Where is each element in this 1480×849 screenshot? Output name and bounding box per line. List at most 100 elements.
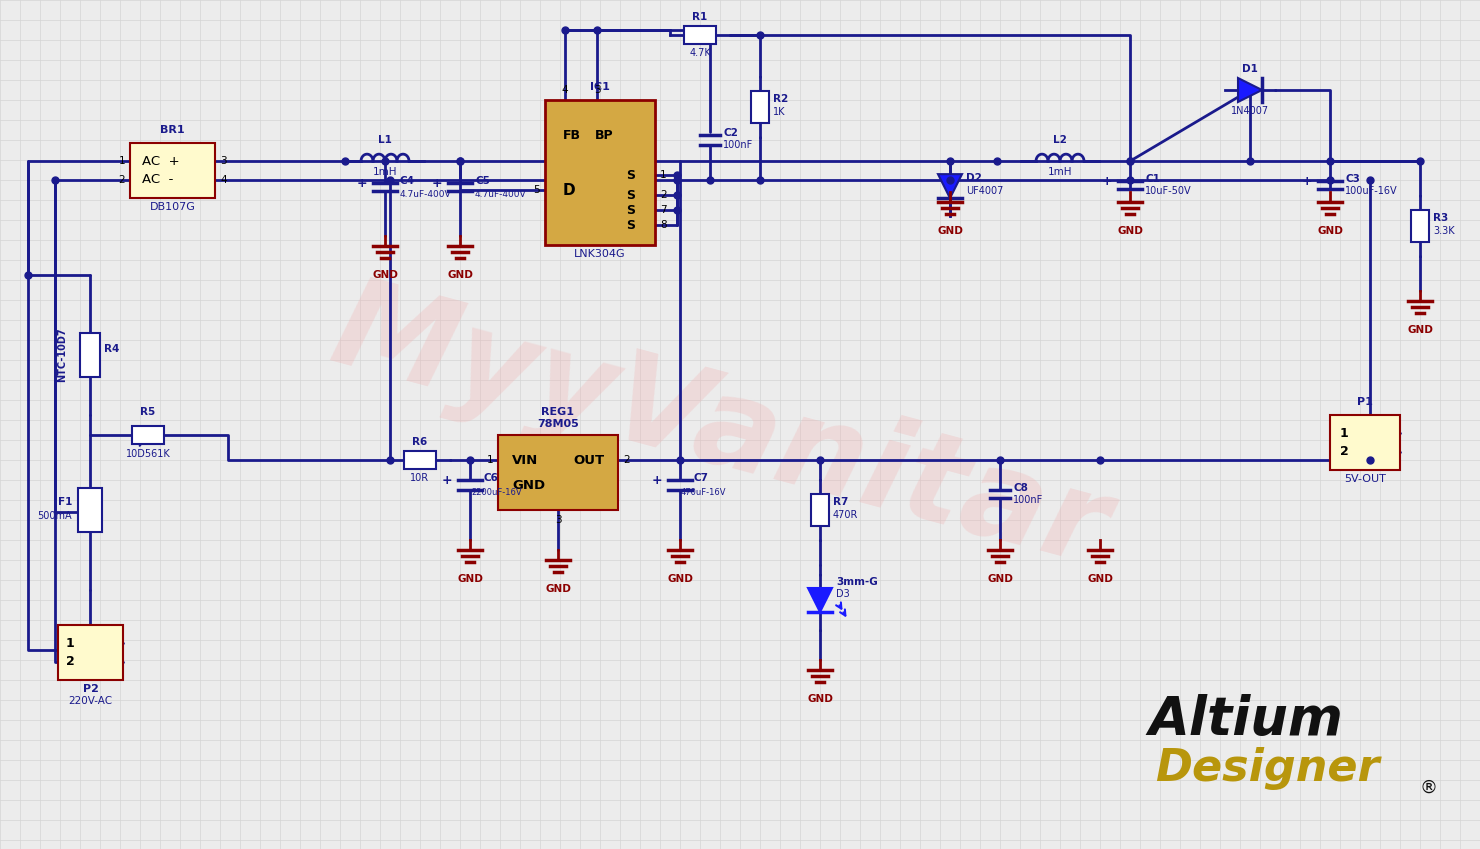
Text: GND: GND (937, 226, 963, 236)
Text: +: + (651, 474, 662, 486)
Text: Designer: Designer (1154, 746, 1379, 790)
Bar (404, 451, 437, 469)
Text: P2: P2 (83, 684, 99, 694)
Text: D3: D3 (836, 589, 850, 599)
Text: 1: 1 (118, 156, 124, 166)
Text: GND: GND (1088, 574, 1113, 584)
Text: 100nF: 100nF (1012, 495, 1043, 505)
Text: IC1: IC1 (591, 82, 610, 92)
Text: LNK304G: LNK304G (574, 249, 626, 259)
Text: C1: C1 (1146, 174, 1160, 184)
Text: GND: GND (1407, 325, 1433, 335)
Text: R7: R7 (833, 497, 848, 507)
Bar (58, 625, 123, 680)
Text: 1mH: 1mH (1048, 167, 1072, 177)
Text: 100uF-16V: 100uF-16V (1345, 186, 1397, 196)
Text: C3: C3 (1345, 174, 1360, 184)
Text: +: + (441, 474, 451, 486)
Text: P1: P1 (1357, 397, 1373, 407)
Text: GND: GND (512, 479, 545, 492)
Text: 5: 5 (533, 185, 540, 195)
Bar (1410, 211, 1430, 242)
Bar (750, 92, 770, 123)
Text: 470R: 470R (833, 510, 858, 520)
Text: R6: R6 (413, 437, 428, 447)
Text: R5: R5 (141, 407, 155, 417)
Bar (78, 488, 102, 532)
Text: 1mH: 1mH (373, 167, 397, 177)
Text: +: + (431, 177, 443, 189)
Text: 2: 2 (1339, 446, 1348, 458)
Text: 1: 1 (67, 637, 75, 649)
Text: BR1: BR1 (160, 125, 185, 135)
Text: S: S (626, 188, 635, 201)
Text: 5V-OUT: 5V-OUT (1344, 474, 1385, 484)
Text: F1: F1 (58, 497, 73, 507)
Text: GND: GND (457, 574, 482, 584)
Text: 2200uF-16V: 2200uF-16V (471, 487, 521, 497)
Bar (811, 494, 829, 526)
Text: 3: 3 (555, 515, 561, 525)
Text: S: S (626, 204, 635, 216)
Text: BP: BP (595, 128, 614, 142)
Polygon shape (938, 174, 962, 198)
Text: C2: C2 (724, 128, 739, 138)
Text: R3: R3 (1433, 213, 1449, 223)
Bar (684, 26, 716, 44)
Text: 1N4007: 1N4007 (1231, 106, 1268, 116)
Text: 4: 4 (221, 175, 226, 185)
Text: C8: C8 (1012, 483, 1029, 493)
Text: D: D (562, 183, 576, 198)
Text: 10D561K: 10D561K (126, 449, 170, 459)
Text: 4.7K: 4.7K (690, 48, 710, 58)
Text: 8: 8 (660, 220, 666, 230)
Text: 4: 4 (562, 85, 568, 95)
Text: ®: ® (1419, 779, 1439, 797)
Polygon shape (808, 588, 832, 612)
Bar (80, 333, 101, 377)
Text: C6: C6 (482, 473, 497, 483)
Text: 7: 7 (660, 205, 666, 215)
Text: +: + (357, 177, 367, 189)
Text: D2: D2 (966, 173, 981, 183)
Text: 78M05: 78M05 (537, 419, 579, 429)
Text: NTC-10D7: NTC-10D7 (58, 328, 67, 382)
Text: 3: 3 (221, 156, 226, 166)
Text: C7: C7 (693, 473, 707, 483)
Text: 3.3K: 3.3K (1433, 226, 1455, 236)
Text: AC  -: AC - (142, 173, 173, 186)
Bar (497, 435, 619, 510)
Text: D1: D1 (1242, 64, 1258, 74)
Text: 220V-AC: 220V-AC (68, 696, 112, 706)
Text: Altium: Altium (1148, 694, 1342, 746)
Text: R4: R4 (104, 344, 120, 354)
Text: AC  +: AC + (142, 155, 179, 167)
Text: C4: C4 (400, 176, 414, 186)
Bar (545, 100, 656, 245)
Text: GND: GND (545, 584, 571, 594)
Text: R1: R1 (693, 12, 707, 22)
Text: 100nF: 100nF (724, 140, 753, 150)
Text: 10R: 10R (410, 473, 429, 483)
Polygon shape (1237, 78, 1262, 102)
Text: GND: GND (1117, 226, 1143, 236)
Text: GND: GND (371, 270, 398, 280)
Bar (130, 143, 215, 198)
Text: +: + (1301, 175, 1311, 188)
Text: 1: 1 (1339, 427, 1348, 440)
Text: 1: 1 (660, 170, 666, 180)
Text: S: S (626, 168, 635, 182)
Text: VIN: VIN (512, 453, 539, 466)
Text: 4.7uF-400V: 4.7uF-400V (475, 189, 527, 199)
Text: 470uF-16V: 470uF-16V (681, 487, 727, 497)
Text: 2: 2 (118, 175, 124, 185)
Text: L1: L1 (377, 135, 392, 145)
Text: S: S (626, 218, 635, 232)
Text: GND: GND (987, 574, 1012, 584)
Text: 2: 2 (67, 655, 75, 668)
Text: 1: 1 (487, 455, 493, 465)
Text: +: + (1101, 175, 1111, 188)
Text: 3mm-G: 3mm-G (836, 577, 878, 587)
Text: 2: 2 (623, 455, 629, 465)
Text: 500mA: 500mA (37, 511, 73, 521)
